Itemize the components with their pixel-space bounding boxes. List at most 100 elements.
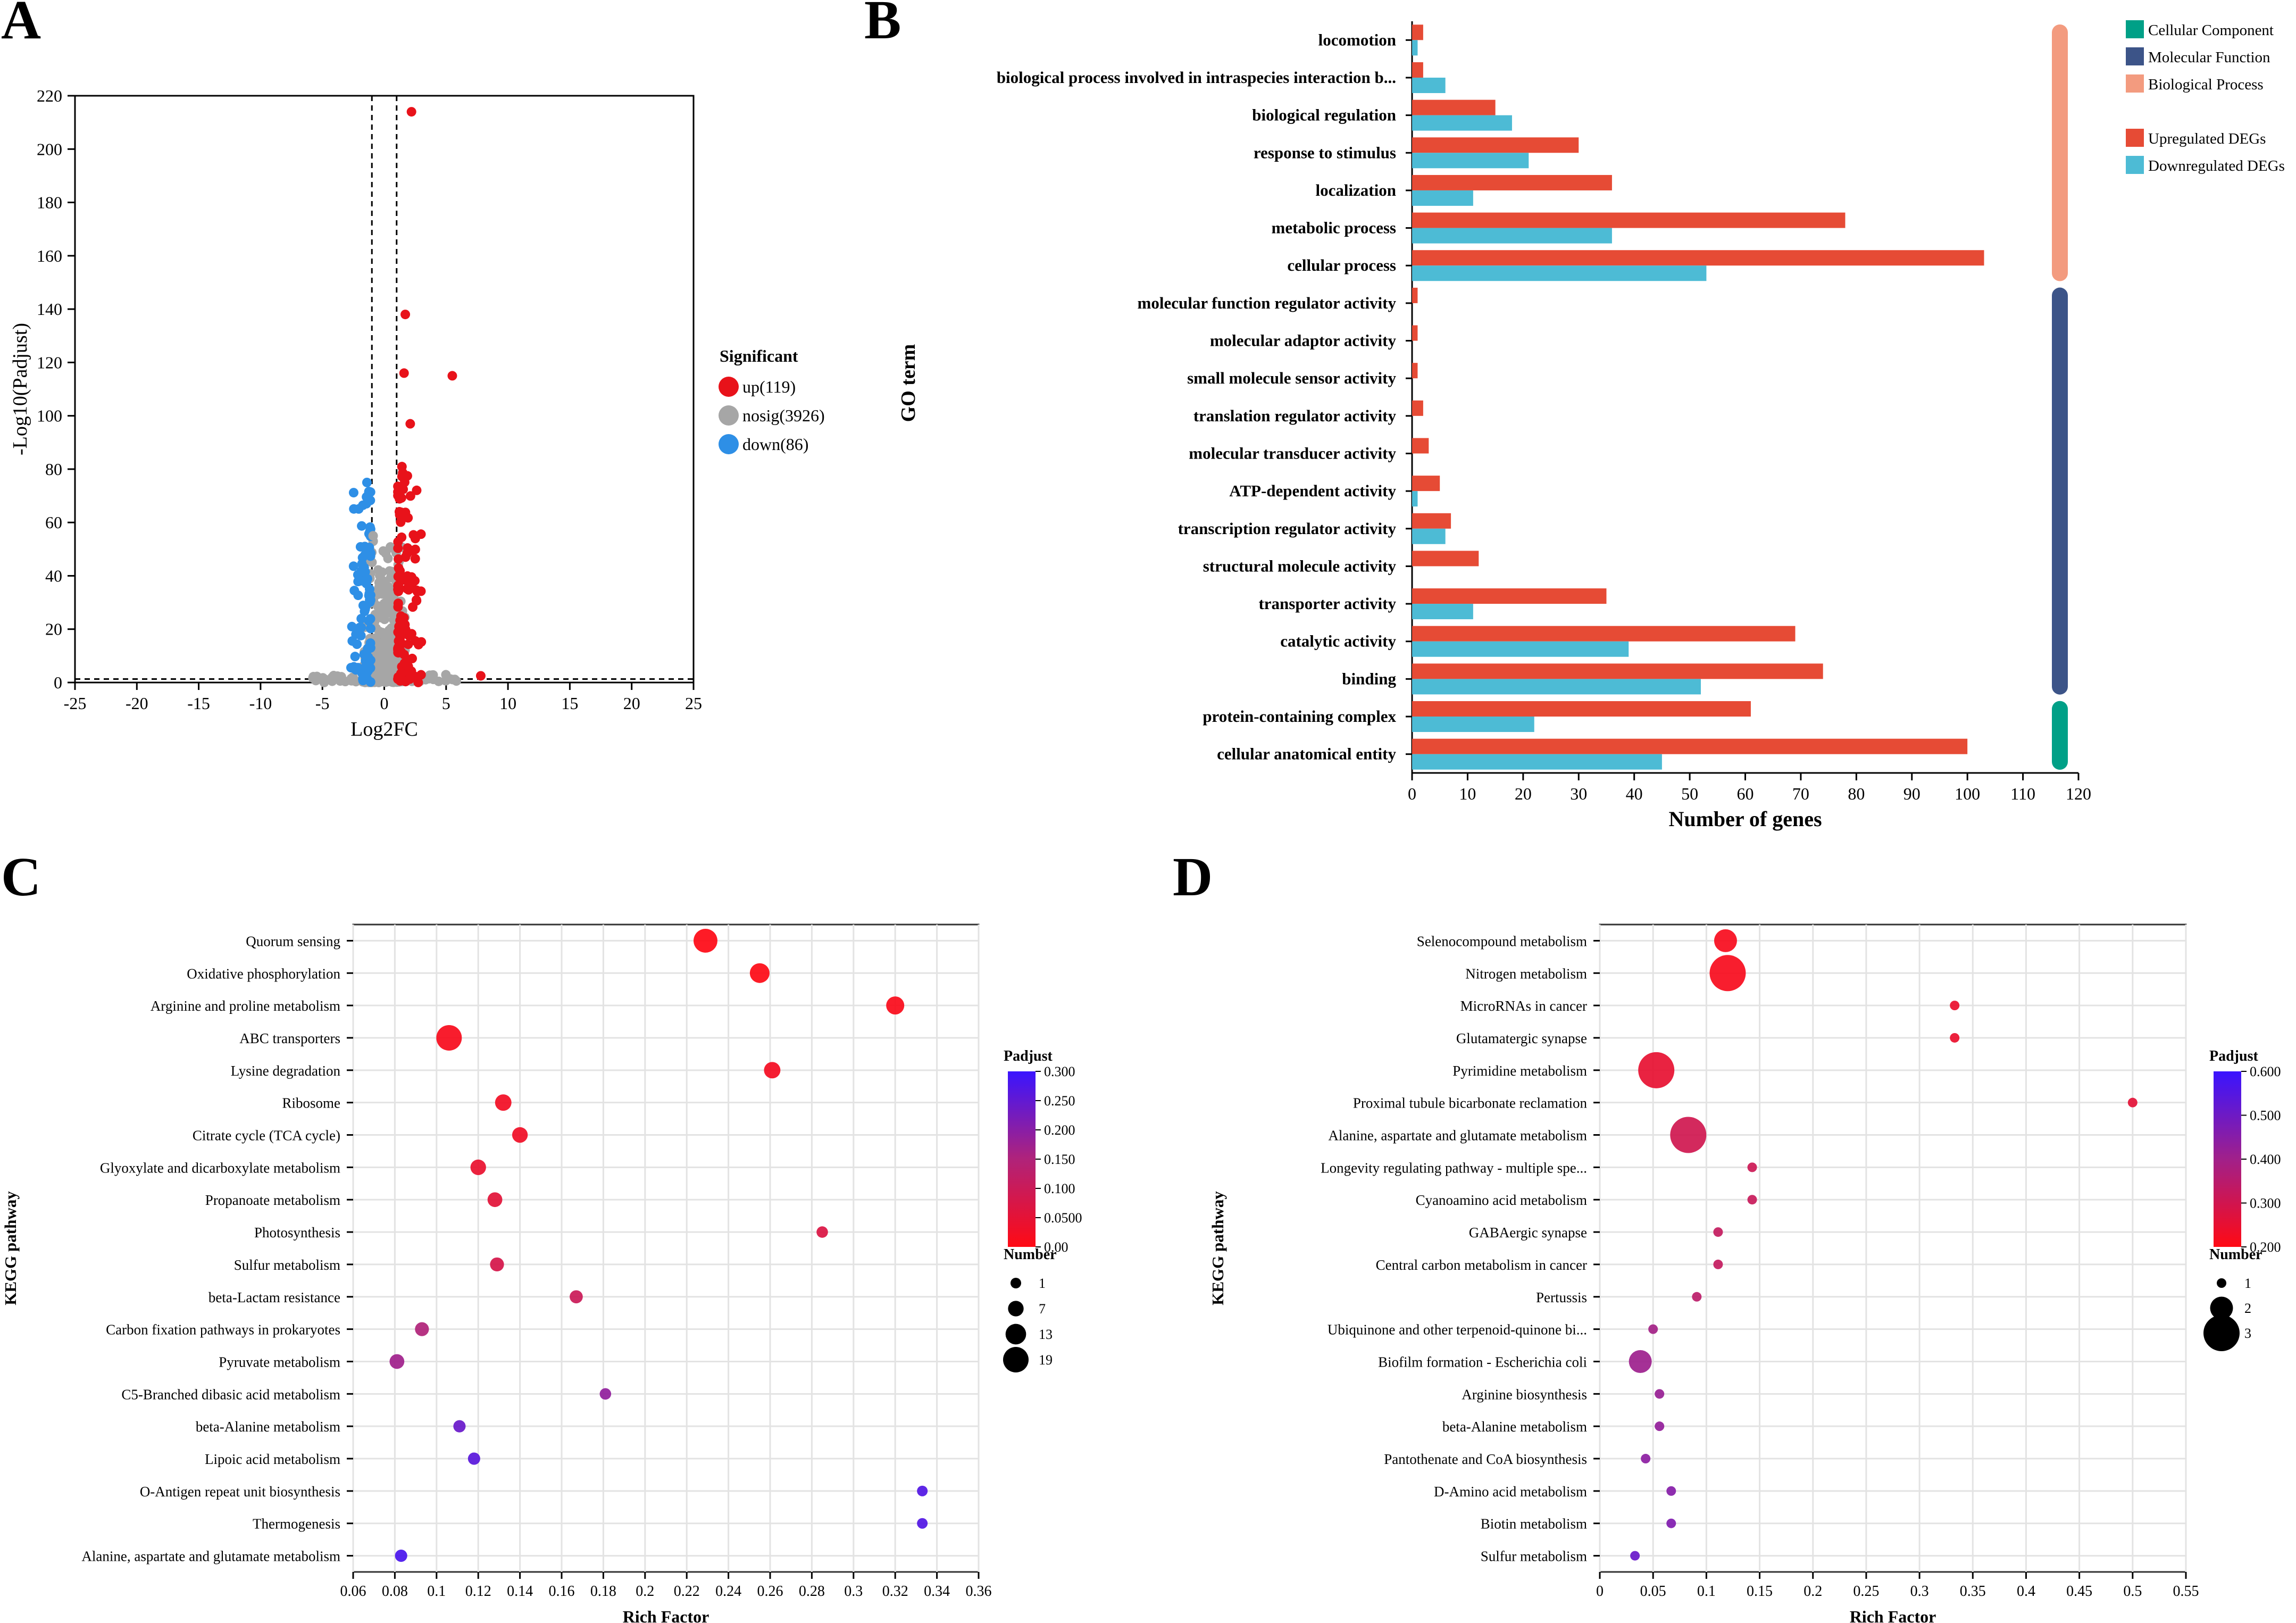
class-strip-MF <box>2052 287 2068 695</box>
size-legend-marker <box>1005 1324 1026 1345</box>
pathway-label: Central carbon metabolism in cancer <box>1376 1257 1587 1273</box>
x-tick-label: 0.1 <box>1697 1583 1716 1600</box>
point-up <box>410 554 420 564</box>
bubble <box>764 1062 781 1079</box>
size-legend-label: 19 <box>1039 1352 1053 1368</box>
point-up <box>413 639 423 650</box>
x-tick-label: 30 <box>1570 784 1587 803</box>
pathway-label: Alanine, aspartate and glutamate metabol… <box>81 1549 340 1564</box>
go-term-label: small molecule sensor activity <box>1187 369 1396 387</box>
legend-label-up: up(119) <box>742 377 796 396</box>
legend-swatch-series <box>2126 129 2144 147</box>
x-tick-label: 0 <box>1408 784 1416 803</box>
bar-upregulated <box>1412 738 1968 754</box>
point-up <box>393 585 403 595</box>
bubble <box>1747 1195 1757 1205</box>
bar-upregulated <box>1412 438 1429 454</box>
bubble <box>1629 1350 1652 1373</box>
bar-upregulated <box>1412 250 1984 266</box>
pathway-label: D-Amino acid metabolism <box>1434 1484 1587 1500</box>
x-tick-label: 0.32 <box>882 1583 908 1600</box>
bar-downregulated <box>1412 528 1446 544</box>
point-down <box>347 636 357 646</box>
go-term-label: cellular anatomical entity <box>1217 745 1396 763</box>
x-tick-label: -10 <box>249 694 272 713</box>
pathway-label: Photosynthesis <box>254 1225 340 1241</box>
bubble <box>453 1420 466 1433</box>
point-down <box>362 477 372 487</box>
x-tick-label: 0.08 <box>382 1583 408 1600</box>
bubble <box>749 963 770 983</box>
x-tick-label: 10 <box>499 694 516 713</box>
size-legend-marker <box>2217 1278 2226 1288</box>
legend-label-MF: Molecular Function <box>2148 49 2270 66</box>
bubble <box>917 1485 928 1496</box>
point-up <box>397 639 407 649</box>
pathway-label: Carbon fixation pathways in prokaryotes <box>106 1322 340 1338</box>
point-nosig <box>386 542 396 552</box>
pathway-label: Arginine and proline metabolism <box>151 998 340 1014</box>
bubble <box>886 996 905 1015</box>
color-legend-label: 0.400 <box>2250 1152 2281 1167</box>
bubble <box>1655 1389 1665 1399</box>
color-legend-label: 0.0500 <box>1044 1210 1082 1226</box>
kegg-bubble-chart-up: 0.06 0.08 0.1 0.12 0.14 0.16 0.18 0.2 0.22 0.24 0.… <box>1 923 1082 1623</box>
x-tick-label: 0.16 <box>549 1583 575 1600</box>
bubble <box>694 928 717 953</box>
bar-upregulated <box>1412 287 1418 303</box>
pathway-label: Oxidative phosphorylation <box>187 966 340 981</box>
bubble <box>1692 1292 1702 1302</box>
bubble <box>1630 1551 1640 1561</box>
pathway-label: Thermogenesis <box>253 1516 340 1532</box>
x-tick-label: 0.55 <box>2173 1583 2199 1600</box>
y-tick-label: 20 <box>45 620 62 639</box>
size-legend-marker <box>1003 1347 1029 1372</box>
x-tick-label: 0.2 <box>636 1583 654 1600</box>
go-term-label: cellular process <box>1287 256 1396 274</box>
legend-swatch-CC <box>2126 20 2144 38</box>
point-up <box>447 371 457 381</box>
y-tick-label: 180 <box>37 193 62 212</box>
bubble <box>1714 929 1737 952</box>
pathway-label: GABAergic synapse <box>1469 1225 1587 1241</box>
bar-upregulated <box>1412 24 1423 40</box>
pathway-label: Sulfur metabolism <box>234 1257 340 1273</box>
x-tick-label: 120 <box>2066 784 2091 803</box>
point-up <box>406 107 416 117</box>
x-axis-title: Rich Factor <box>623 1607 709 1623</box>
pathway-label: Glutamatergic synapse <box>1456 1030 1587 1046</box>
color-legend-label: 0.100 <box>1044 1181 1075 1196</box>
point-up <box>405 491 415 501</box>
x-tick-label: 20 <box>1515 784 1532 803</box>
go-term-label: biological process involved in intraspec… <box>997 68 1396 87</box>
x-tick-label: 100 <box>1955 784 1980 803</box>
volcano-legend: Significant up(119) nosig(3926) down(86) <box>719 346 825 454</box>
pathway-label: beta-Lactam resistance <box>208 1289 340 1305</box>
point-down <box>356 613 366 623</box>
pathway-label: Pertussis <box>1536 1289 1587 1305</box>
legend-swatch-series <box>2126 156 2144 174</box>
go-term-label: protein-containing complex <box>1203 707 1396 726</box>
size-legend-marker <box>2203 1315 2240 1351</box>
color-legend-label: 0.200 <box>2250 1239 2281 1255</box>
legend-label-series: Upregulated DEGs <box>2148 130 2266 147</box>
point-nosig <box>385 587 395 597</box>
pathway-label: Cyanoamino acid metabolism <box>1416 1192 1587 1208</box>
pathway-label: Pyrimidine metabolism <box>1452 1063 1587 1079</box>
x-tick-label: 0.25 <box>1853 1583 1879 1600</box>
bubble <box>917 1518 928 1529</box>
bar-upregulated <box>1412 551 1479 567</box>
bubble <box>599 1388 612 1400</box>
point-down <box>348 488 358 498</box>
bar-upregulated <box>1412 626 1796 642</box>
x-tick-label: 0.28 <box>799 1583 825 1600</box>
x-tick-label: 0 <box>1596 1583 1604 1600</box>
bubble <box>1709 955 1746 992</box>
bar-downregulated <box>1412 491 1418 507</box>
class-strip-CC <box>2052 701 2068 770</box>
bubble <box>1950 1001 1960 1011</box>
color-legend-label: 0.300 <box>1044 1064 1075 1079</box>
color-legend-label: 0.300 <box>2250 1196 2281 1211</box>
x-tick-label: 0.2 <box>1804 1583 1822 1600</box>
size-legend-label: 2 <box>2244 1301 2251 1316</box>
